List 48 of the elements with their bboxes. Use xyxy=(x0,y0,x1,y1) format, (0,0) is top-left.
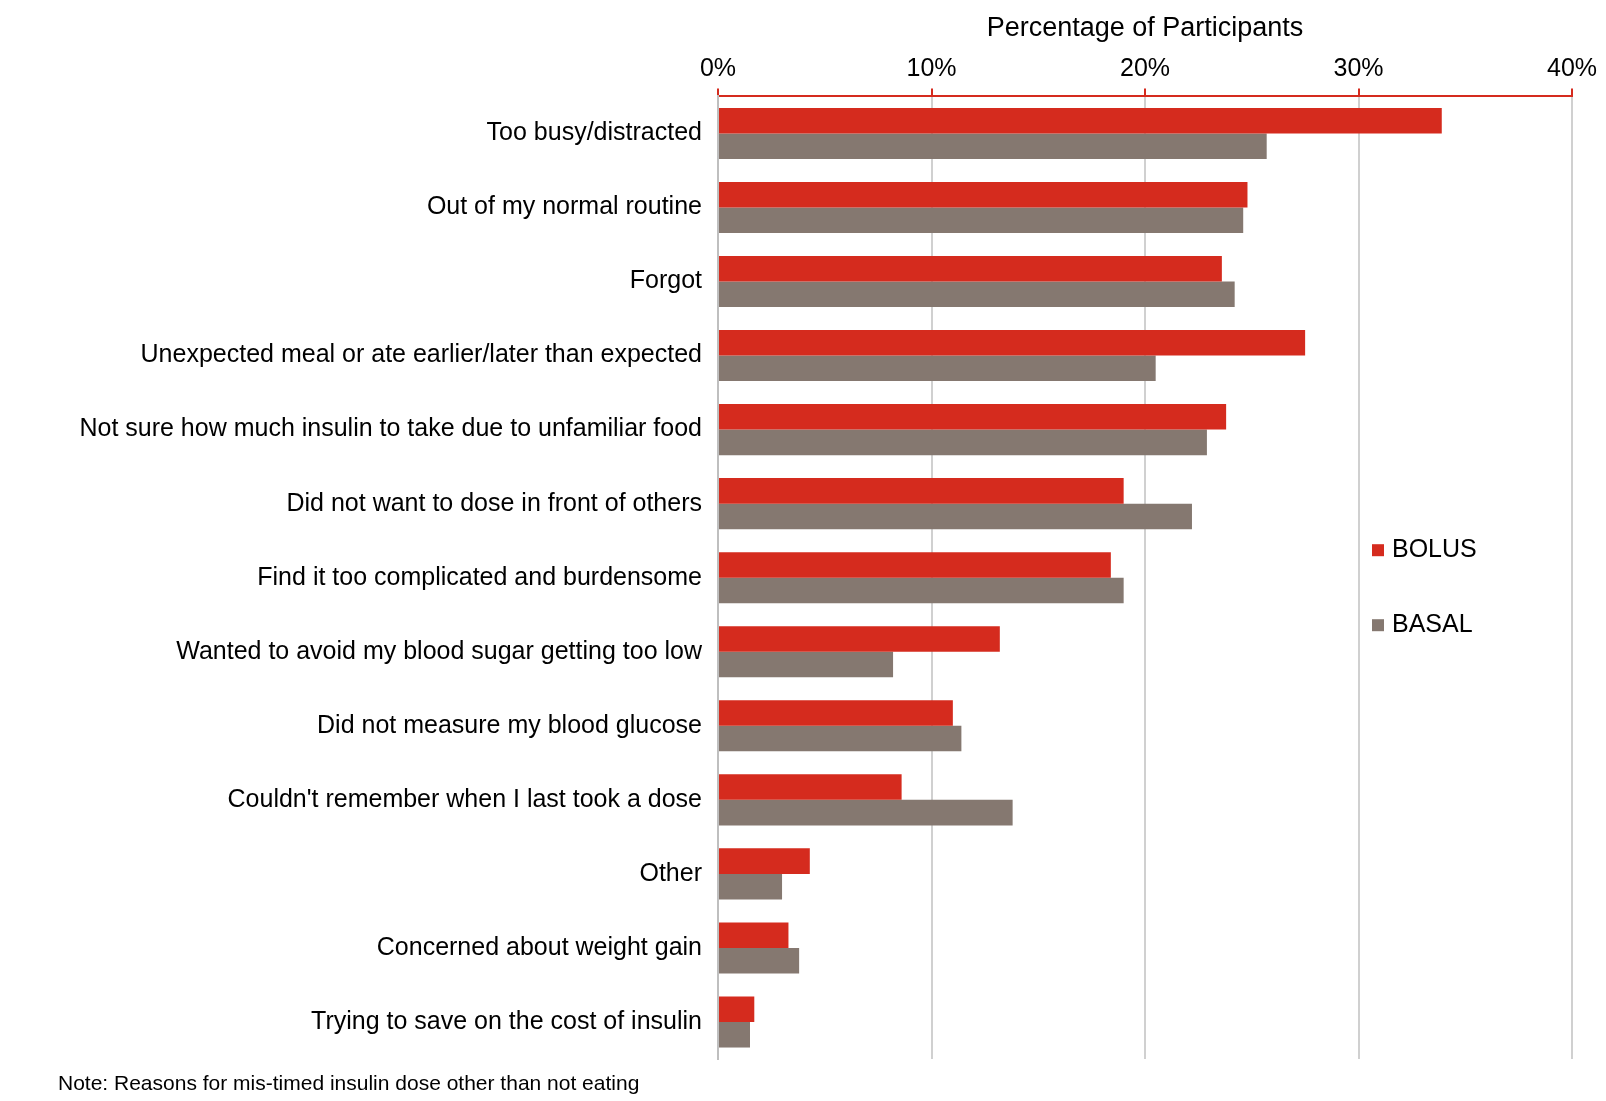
bar xyxy=(719,725,962,752)
x-tick-label: 10% xyxy=(906,53,957,82)
y-tick-label: Couldn't remember when I last took a dose xyxy=(227,783,702,812)
bar xyxy=(719,355,1156,382)
y-tick-label: Find it too complicated and burdensome xyxy=(257,561,702,590)
y-tick-label: Trying to save on the cost of insulin xyxy=(311,1005,702,1034)
y-tick-label: Other xyxy=(639,857,702,886)
bar xyxy=(719,281,1235,308)
bar xyxy=(719,429,1207,456)
x-tick-label: 30% xyxy=(1333,53,1384,82)
y-tick-label: Wanted to avoid my blood sugar getting too low xyxy=(176,635,703,664)
x-tick-label: 0% xyxy=(699,53,737,82)
bar xyxy=(719,207,1244,234)
bar xyxy=(719,774,902,800)
bar xyxy=(719,799,1013,826)
bar xyxy=(719,255,1222,282)
bar xyxy=(719,996,755,1022)
y-tick-label: Forgot xyxy=(629,265,703,294)
bar xyxy=(719,133,1267,159)
y-tick-label: Out of my normal routine xyxy=(426,191,702,220)
bar xyxy=(719,873,783,900)
y-tick-label: Not sure how much insulin to take due to unfamiliar food xyxy=(79,413,702,442)
y-tick-label: Too busy/distracted xyxy=(486,117,702,146)
x-axis-title: Percentage of Participants xyxy=(986,11,1304,42)
legend-label: BASAL xyxy=(1392,609,1473,638)
bar xyxy=(719,478,1124,504)
bar xyxy=(719,700,953,726)
y-tick-label: Did not want to dose in front of others xyxy=(286,487,702,516)
bar xyxy=(719,848,810,874)
text: Note: Reasons for mis-timed insulin dose other than not eating xyxy=(58,1071,640,1094)
y-tick-label: Unexpected meal or ate earlier/later than expected xyxy=(140,339,702,368)
bar xyxy=(719,577,1124,604)
y-tick-label: Concerned about weight gain xyxy=(376,931,702,960)
bar xyxy=(719,503,1192,530)
x-tick-label: 20% xyxy=(1119,53,1171,82)
bar xyxy=(719,107,1442,134)
y-tick-label: Did not measure my blood glucose xyxy=(317,709,702,738)
bar xyxy=(719,404,1227,430)
bar xyxy=(719,922,789,948)
bar xyxy=(719,626,1000,652)
bar xyxy=(719,181,1248,208)
bar xyxy=(719,552,1111,578)
bar xyxy=(719,947,800,974)
bar xyxy=(719,330,1306,356)
bar xyxy=(719,651,894,678)
bar xyxy=(719,1021,751,1048)
legend-label: BOLUS xyxy=(1392,534,1477,563)
x-tick-label: 40% xyxy=(1546,53,1598,82)
